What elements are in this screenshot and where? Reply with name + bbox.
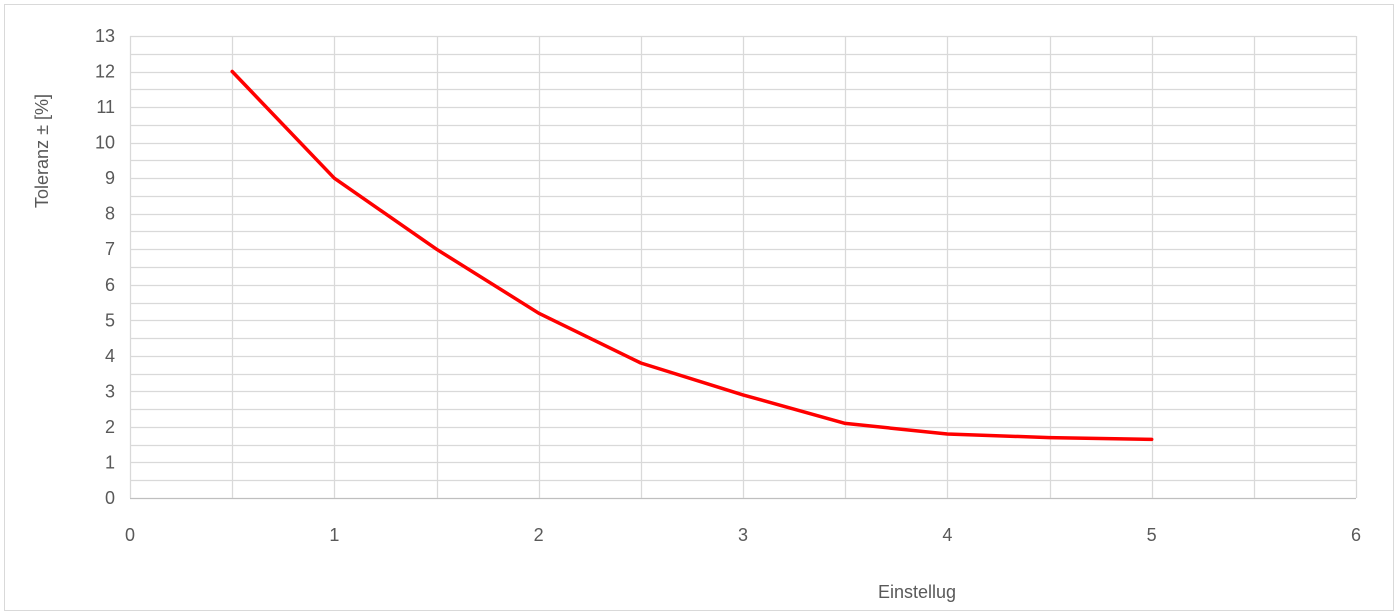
y-tick-label: 11 [96, 97, 115, 117]
chart-frame [4, 4, 1394, 611]
series-line [230, 69, 1154, 442]
grid [129, 35, 1358, 500]
series-layer [230, 69, 1154, 442]
x-tick-label: 3 [738, 525, 748, 545]
x-tick-label: 0 [125, 525, 135, 545]
y-tick-label: 7 [105, 239, 115, 259]
x-tick-label: 4 [942, 525, 952, 545]
y-tick-label: 13 [95, 26, 115, 46]
x-tick-label: 2 [534, 525, 544, 545]
y-tick-label: 1 [105, 452, 115, 472]
y-tick-label: 6 [105, 275, 115, 295]
x-tick-label: 6 [1351, 525, 1361, 545]
x-tick-label: 1 [329, 525, 339, 545]
y-tick-label: 0 [105, 488, 115, 508]
x-axis-title: Einstellug [878, 582, 956, 602]
y-tick-label: 9 [105, 168, 115, 188]
y-tick-label: 3 [105, 381, 115, 401]
y-axis-title: Toleranz ± [%] [32, 94, 52, 208]
y-tick-label: 2 [105, 417, 115, 437]
y-tick-label: 12 [95, 62, 115, 82]
y-tick-label: 10 [95, 133, 115, 153]
x-axis-ticks: 0 1 2 3 4 5 6 [125, 525, 1361, 545]
y-tick-label: 4 [105, 346, 115, 366]
y-tick-label: 8 [105, 204, 115, 224]
x-tick-label: 5 [1147, 525, 1157, 545]
y-tick-label: 5 [105, 310, 115, 330]
